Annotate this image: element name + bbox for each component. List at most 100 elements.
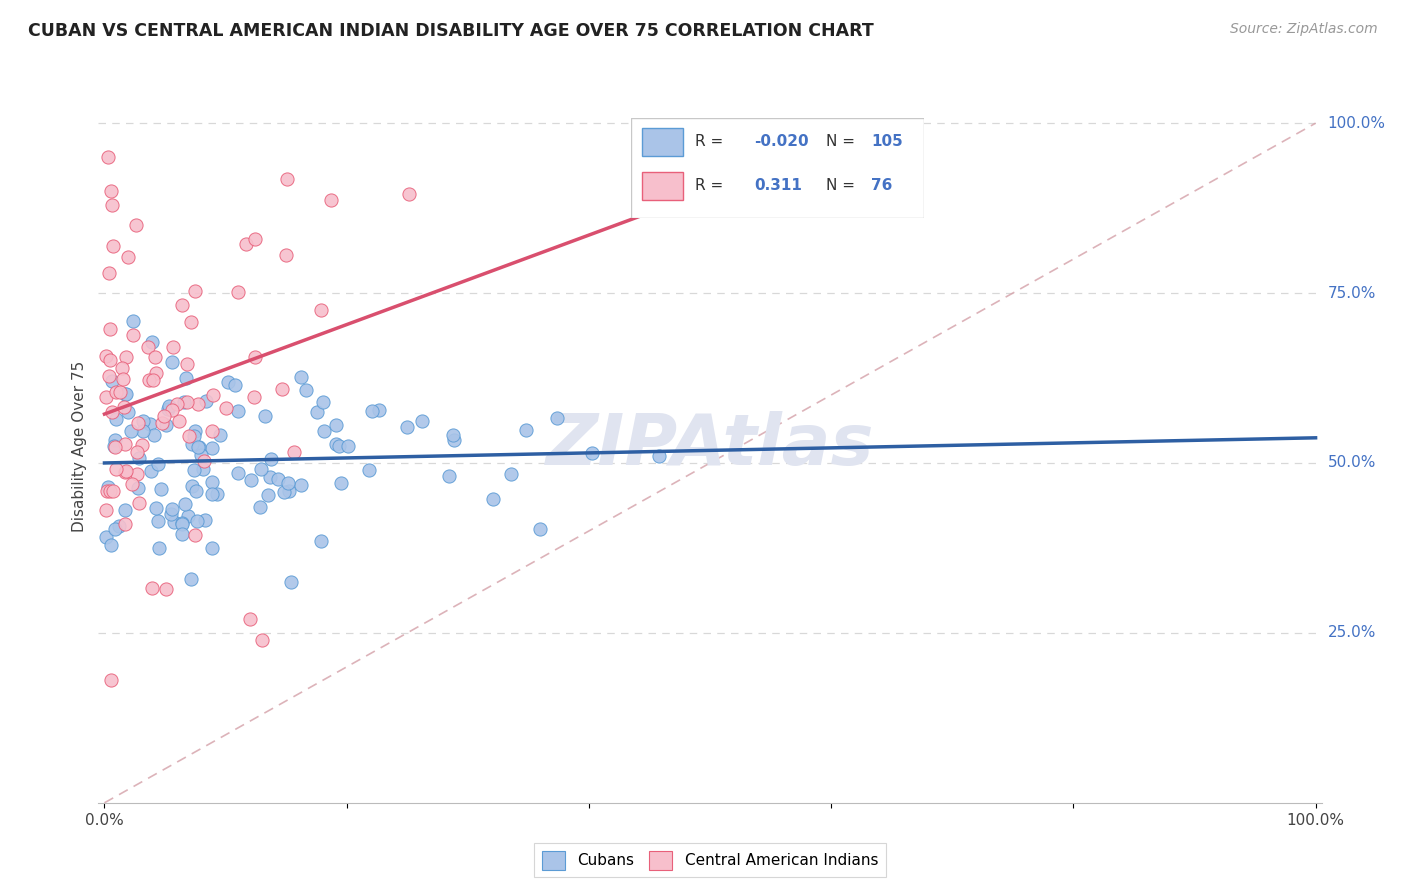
Point <box>100 537 122 551</box>
Y-axis label: Disability Age Over 75: Disability Age Over 75 <box>72 360 87 532</box>
Point <box>138 373 160 387</box>
Point <box>325 418 347 433</box>
Point <box>186 397 208 411</box>
Point <box>226 404 249 418</box>
Point <box>515 423 537 437</box>
Point <box>167 414 190 428</box>
Point <box>114 465 136 479</box>
Point <box>235 237 257 252</box>
Point <box>141 334 163 349</box>
Text: 75.0%: 75.0% <box>1327 285 1376 301</box>
Point <box>254 409 277 423</box>
Point <box>173 394 195 409</box>
Point <box>160 403 183 417</box>
Point <box>271 382 294 396</box>
Point <box>114 517 136 532</box>
Point <box>127 482 149 496</box>
Point <box>114 464 136 478</box>
Point <box>101 374 124 388</box>
Point <box>226 466 249 480</box>
Point <box>141 581 163 595</box>
Point <box>243 390 266 404</box>
Point <box>172 527 194 541</box>
Point <box>202 388 225 402</box>
Point <box>112 372 135 386</box>
Point <box>105 412 128 426</box>
Point <box>187 441 209 455</box>
Point <box>443 433 465 447</box>
Point <box>184 284 207 298</box>
Point <box>249 462 271 476</box>
Point <box>280 574 302 589</box>
Point <box>128 450 150 465</box>
Point <box>205 487 228 501</box>
Point <box>283 444 305 458</box>
Point <box>94 349 117 363</box>
Point <box>581 446 603 460</box>
Point <box>174 370 197 384</box>
Point <box>276 171 298 186</box>
Point <box>131 438 153 452</box>
Point <box>98 368 121 383</box>
Point <box>127 416 149 430</box>
Point <box>191 461 214 475</box>
Point <box>330 476 353 491</box>
Point <box>160 355 183 369</box>
Text: 105: 105 <box>872 134 903 149</box>
Point <box>273 484 295 499</box>
Point <box>208 428 231 442</box>
Point <box>117 250 139 264</box>
Point <box>243 351 266 365</box>
Point <box>325 436 347 450</box>
Text: R =: R = <box>695 178 728 194</box>
Point <box>290 369 312 384</box>
Point <box>172 516 194 531</box>
Point <box>314 424 336 438</box>
Point <box>100 184 122 198</box>
Point <box>180 315 202 329</box>
Point <box>186 514 208 528</box>
Point <box>159 507 181 521</box>
Text: R =: R = <box>695 134 728 149</box>
Point <box>142 373 165 387</box>
Text: 0.311: 0.311 <box>754 178 801 194</box>
Point <box>181 437 204 451</box>
Point <box>177 428 200 442</box>
Point <box>290 477 312 491</box>
Point <box>104 440 127 454</box>
Point <box>150 483 173 497</box>
Point <box>183 429 205 443</box>
Point <box>98 353 121 368</box>
Point <box>148 541 170 555</box>
Point <box>121 477 143 491</box>
Point <box>648 450 671 464</box>
Point <box>239 612 262 626</box>
Point <box>194 393 217 408</box>
Text: ZIPAtlas: ZIPAtlas <box>546 411 875 481</box>
Point <box>501 467 523 481</box>
Point <box>437 469 460 483</box>
Point <box>104 462 127 476</box>
Legend: Cubans, Central American Indians: Cubans, Central American Indians <box>534 843 886 877</box>
Point <box>105 385 128 400</box>
Point <box>120 425 142 439</box>
Point <box>176 394 198 409</box>
Point <box>97 150 120 164</box>
Point <box>312 394 335 409</box>
Point <box>357 463 380 477</box>
Point <box>546 410 568 425</box>
Point <box>155 582 177 597</box>
Point <box>201 424 224 438</box>
Point <box>142 428 165 442</box>
Point <box>156 402 179 417</box>
Point <box>128 496 150 510</box>
Point <box>201 442 224 456</box>
Point <box>160 501 183 516</box>
Point <box>181 479 204 493</box>
Point <box>249 500 271 515</box>
Point <box>172 298 194 312</box>
Point <box>201 475 224 489</box>
Point <box>94 530 117 544</box>
Point <box>337 439 360 453</box>
Point <box>361 404 384 418</box>
